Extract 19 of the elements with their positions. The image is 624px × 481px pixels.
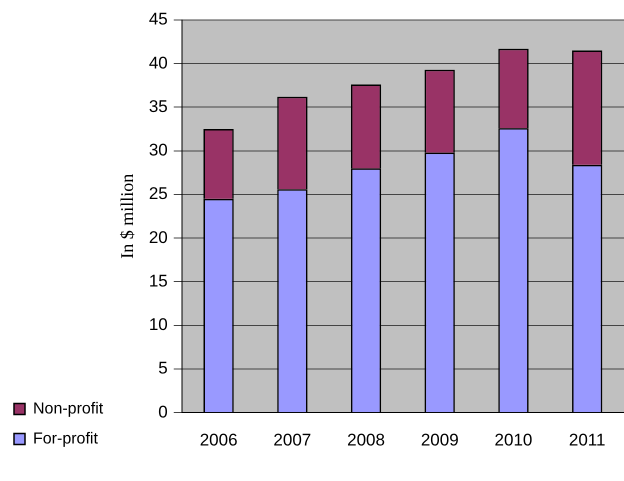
y-tick-label: 0 — [158, 402, 168, 422]
y-axis-title: In $ million — [116, 174, 137, 259]
x-tick-label: 2007 — [273, 430, 312, 450]
y-tick-label: 25 — [148, 184, 168, 204]
legend-label: For-profit — [33, 430, 98, 448]
y-tick-label: 20 — [148, 228, 168, 247]
y-tick-label: 35 — [148, 96, 168, 116]
y-tick-label: 40 — [148, 53, 168, 72]
x-tick-label: 2008 — [347, 430, 385, 450]
legend-label: Non-profit — [33, 400, 104, 418]
y-tick-label: 30 — [148, 140, 168, 160]
x-tick-label: 2006 — [200, 430, 238, 450]
x-tick-label: 2009 — [420, 430, 459, 450]
y-tick-label: 15 — [148, 271, 168, 290]
y-tick-label: 45 — [148, 10, 168, 29]
y-tick-label: 5 — [158, 358, 168, 378]
y-tick-label: 10 — [148, 315, 168, 334]
x-tick-label: 2010 — [494, 430, 532, 450]
x-tick-label: 2011 — [568, 430, 606, 450]
